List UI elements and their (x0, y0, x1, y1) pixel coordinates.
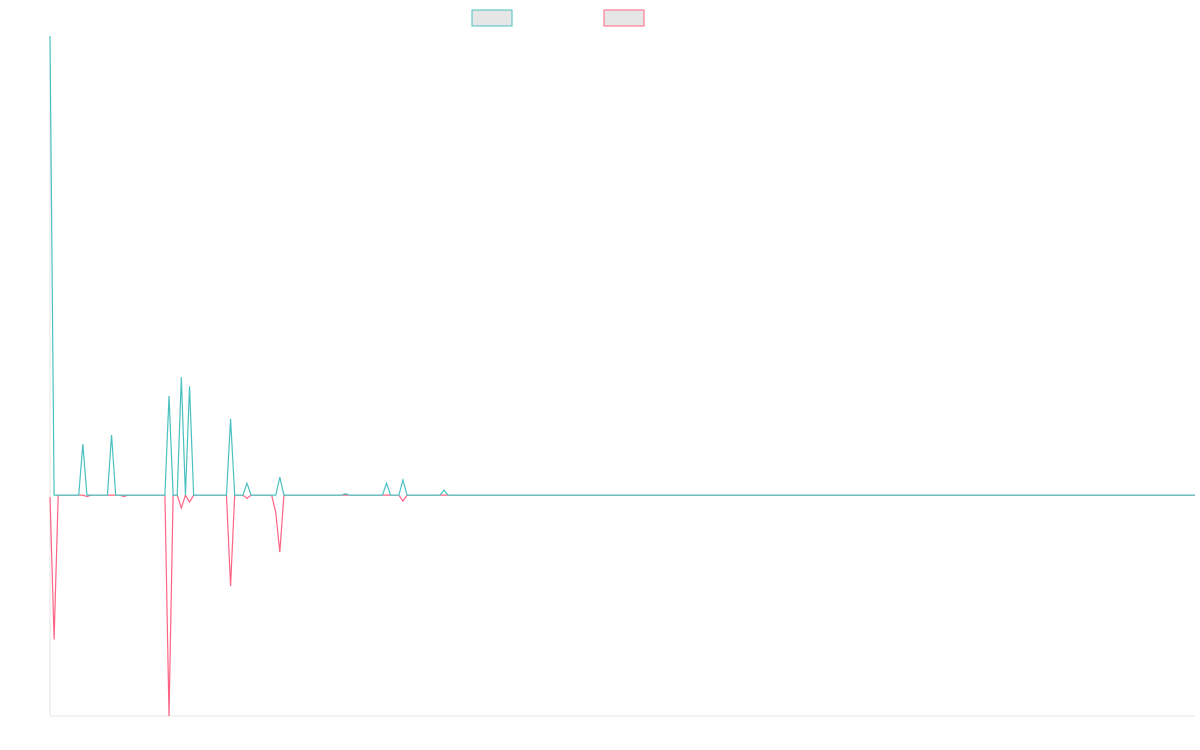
legend-swatch (471, 9, 513, 27)
legend-swatch (603, 9, 645, 27)
series-line (49, 493, 1195, 717)
series-line (49, 35, 1195, 496)
